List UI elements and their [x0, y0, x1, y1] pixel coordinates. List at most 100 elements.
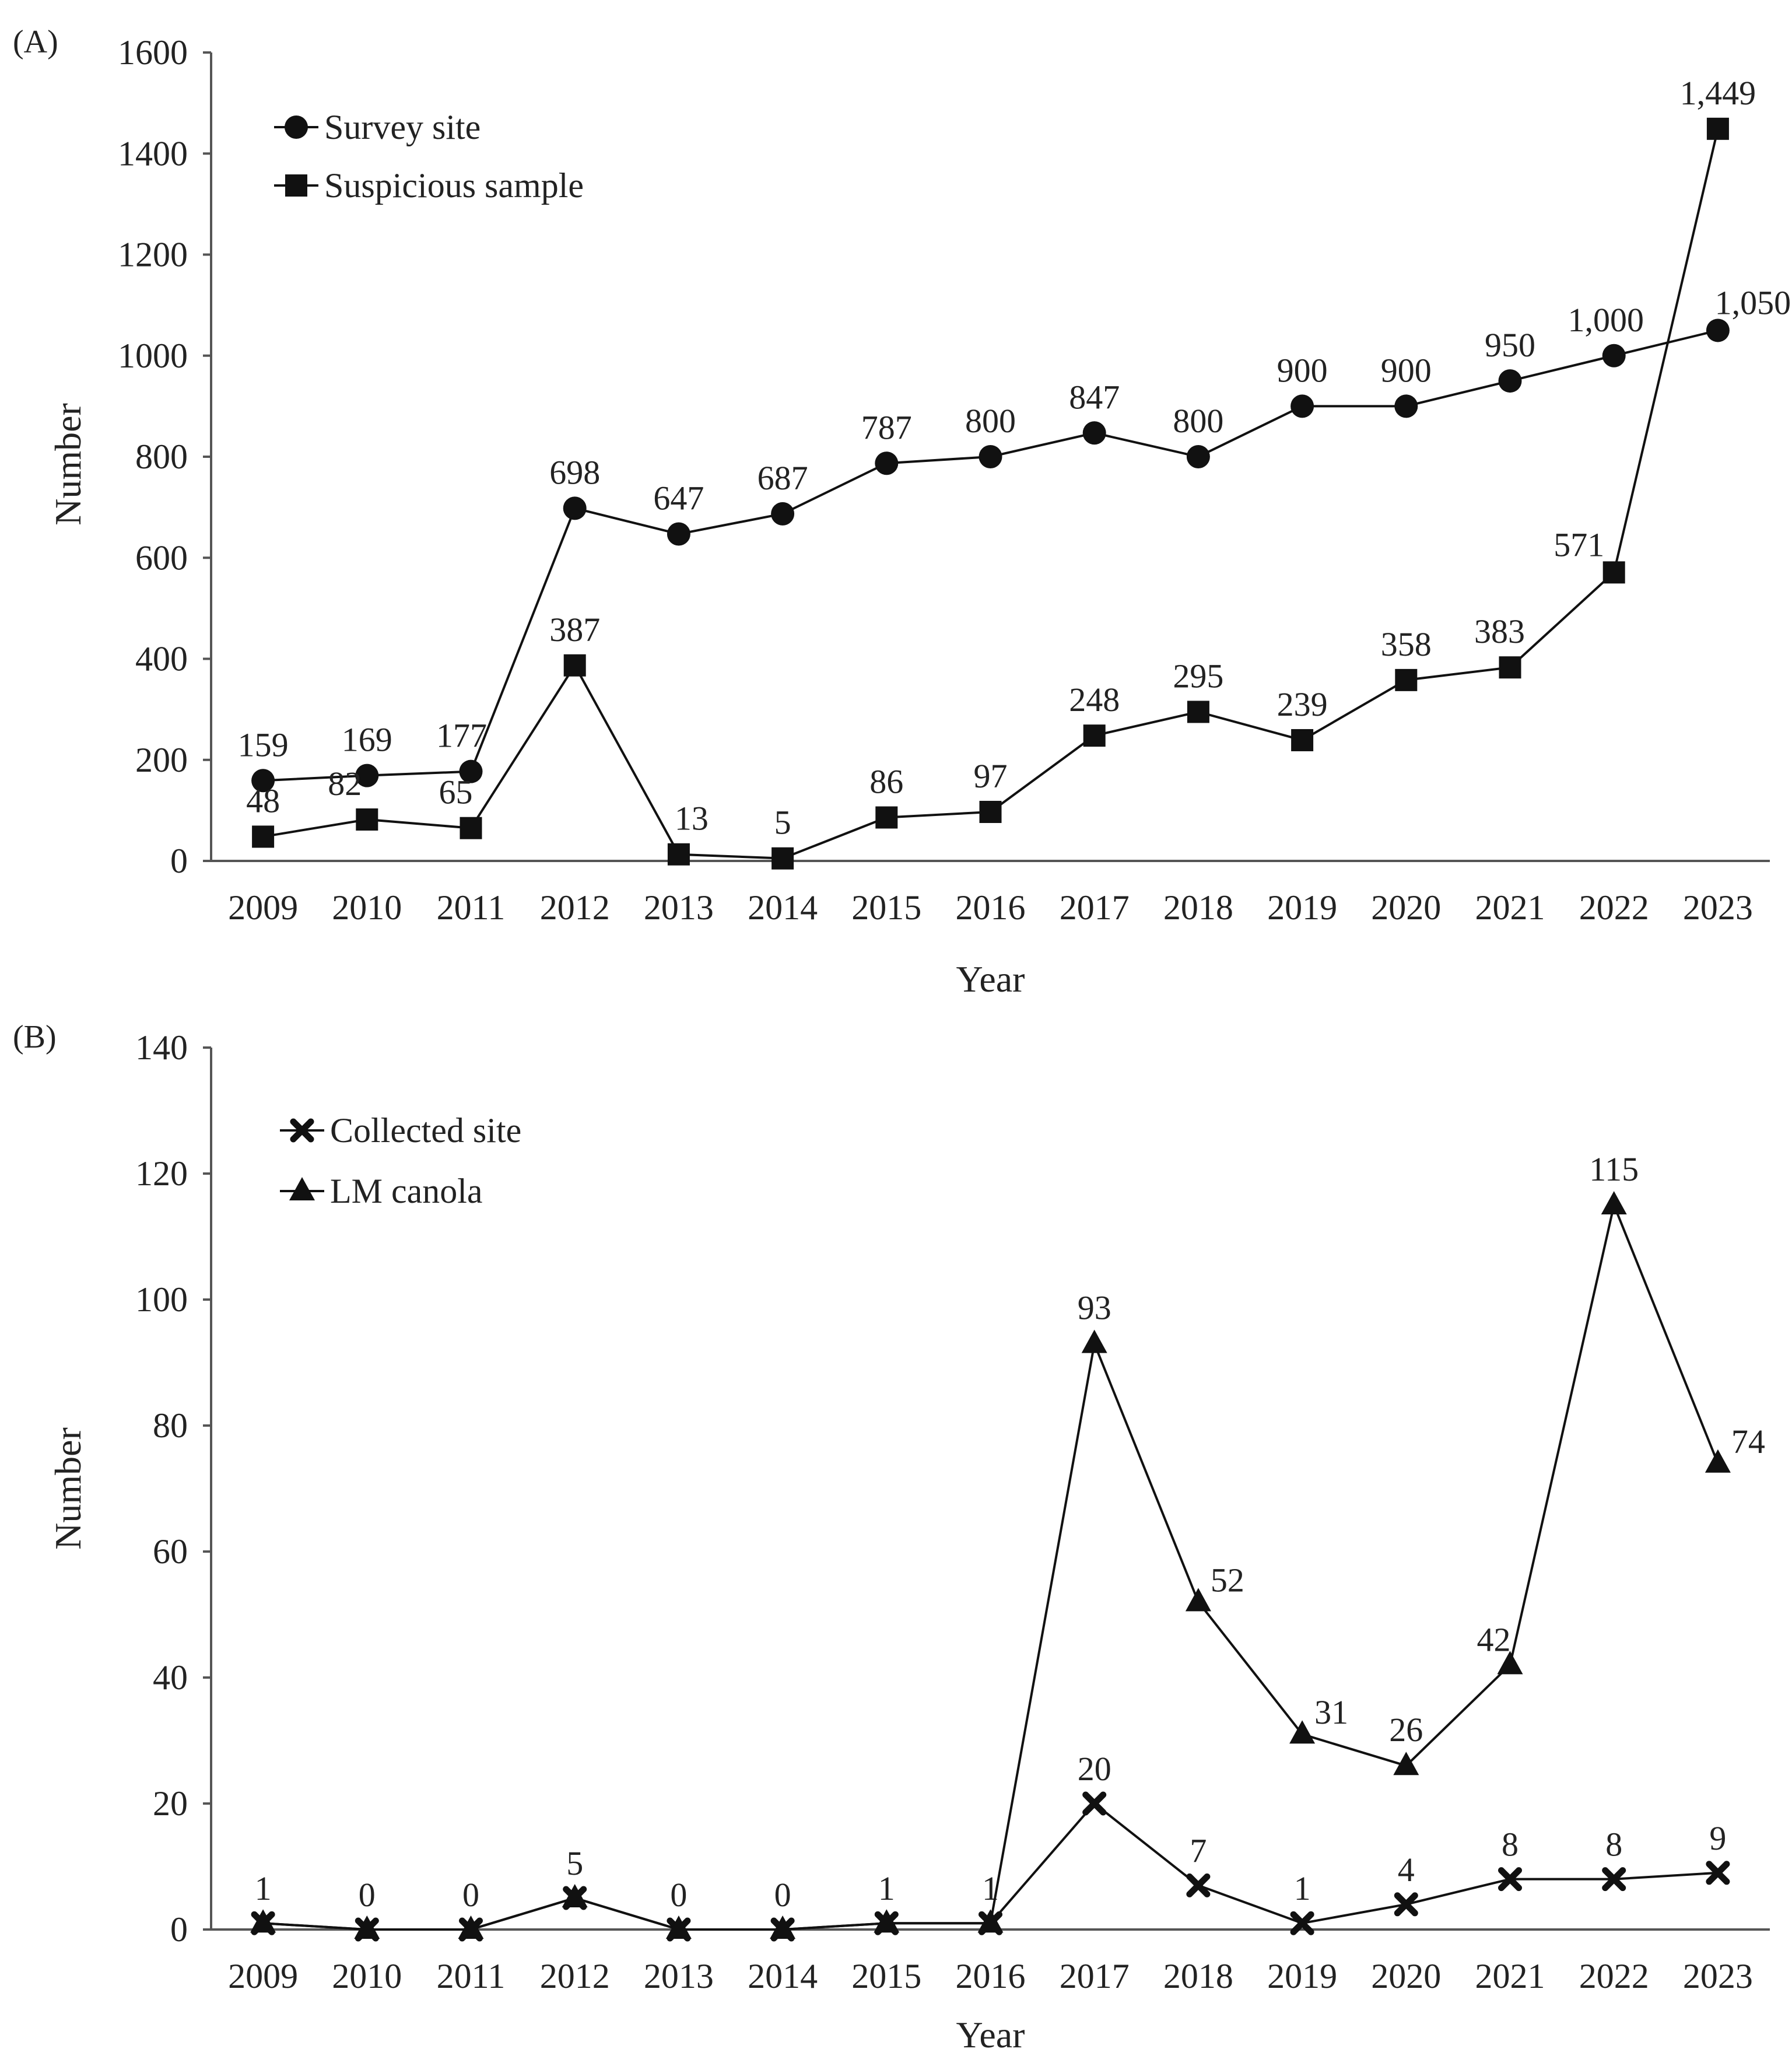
data-point [979, 800, 1002, 823]
y-axis-title: Number [47, 403, 89, 526]
y-tick-label: 1000 [118, 337, 188, 375]
legend-item: LM canola [280, 1172, 483, 1210]
data-label: 387 [549, 611, 600, 649]
data-label: 787 [861, 408, 912, 446]
data-label: 42 [1477, 1620, 1511, 1658]
x-tick-label: 2019 [1267, 888, 1337, 927]
x-tick-label: 2014 [748, 888, 818, 927]
y-tick-label: 1200 [118, 236, 188, 274]
data-label: 97 [974, 757, 1008, 795]
y-tick-label: 600 [135, 538, 188, 577]
data-label: 82 [328, 765, 362, 803]
data-point [1082, 421, 1106, 445]
data-label: 900 [1381, 351, 1432, 389]
x-tick-label: 2009 [228, 1957, 298, 1995]
y-tick-label: 1400 [118, 134, 188, 173]
legend-item: Survey site [274, 108, 481, 146]
data-point [563, 654, 586, 677]
data-point [1602, 1867, 1626, 1892]
data-label: 9 [1709, 1819, 1726, 1857]
legend-label: Survey site [324, 108, 481, 146]
data-label: 8 [1502, 1826, 1519, 1864]
y-tick-label: 200 [135, 741, 188, 779]
data-point [1393, 1752, 1419, 1776]
data-point [1289, 1720, 1316, 1744]
data-label: 800 [965, 402, 1016, 440]
data-label: 1,050 [1715, 283, 1791, 321]
data-point [1082, 1791, 1107, 1816]
x-tick-label: 2014 [748, 1957, 818, 1995]
data-point [356, 808, 378, 831]
x-tick-label: 2016 [956, 888, 1026, 927]
legend-marker [285, 174, 307, 197]
x-tick-label: 2017 [1060, 888, 1130, 927]
x-tick-label: 2012 [540, 1957, 610, 1995]
data-label: 383 [1474, 612, 1525, 650]
data-label: 0 [670, 1876, 687, 1914]
data-label: 159 [238, 726, 289, 764]
data-point [977, 1909, 1004, 1933]
data-point [875, 451, 899, 475]
x-tick-label: 2017 [1060, 1957, 1130, 1995]
data-label: 169 [342, 721, 392, 759]
data-point [1498, 1867, 1522, 1892]
data-point [459, 759, 483, 783]
data-label: 65 [439, 773, 473, 811]
y-tick-label: 60 [153, 1532, 188, 1571]
x-tick-label: 2020 [1371, 888, 1441, 927]
data-point-stroke-b [1186, 1873, 1211, 1897]
x-axis-title: Year [956, 2014, 1025, 2056]
data-point [979, 445, 1002, 468]
data-point [252, 825, 275, 848]
x-tick-label: 2021 [1475, 888, 1545, 927]
data-point [1601, 1191, 1627, 1214]
x-tick-label: 2016 [956, 1957, 1026, 1995]
data-point-stroke-b [1498, 1867, 1522, 1892]
data-label: 177 [436, 717, 487, 755]
data-label: 1 [255, 1869, 272, 1907]
data-label: 7 [1190, 1832, 1207, 1869]
data-point-stroke-b [1602, 1867, 1626, 1892]
data-point [1394, 394, 1418, 418]
data-point [1290, 394, 1314, 418]
data-label: 687 [758, 459, 808, 497]
data-point [1498, 369, 1522, 393]
data-point [875, 806, 898, 829]
data-label: 647 [653, 479, 704, 517]
data-label: 0 [462, 1876, 479, 1914]
data-label: 1,000 [1567, 301, 1644, 339]
x-tick-label: 2012 [540, 888, 610, 927]
series-line [263, 329, 1719, 782]
data-label: 86 [869, 763, 903, 801]
data-label: 31 [1314, 1693, 1348, 1731]
data-label: 8 [1605, 1826, 1622, 1864]
panel-a-chart: (A) 0 200 400 600 800 1000 1200 1400 1600 2009 2010… [13, 24, 1791, 1000]
data-point [771, 502, 795, 526]
data-label: 0 [359, 1876, 376, 1914]
y-tick-label: 1600 [118, 33, 188, 72]
data-point [354, 1916, 380, 1939]
data-point [1083, 724, 1106, 747]
data-label: 1 [878, 1869, 895, 1907]
data-point [1706, 1861, 1730, 1885]
y-tick-label: 0 [170, 1910, 188, 1949]
data-label: 1,449 [1680, 74, 1756, 112]
data-point [1602, 561, 1625, 584]
x-axis-title: Year [956, 958, 1025, 1000]
legend-marker [285, 115, 308, 139]
legend-label: Suspicious sample [324, 166, 584, 205]
data-label: 26 [1389, 1711, 1423, 1749]
legend-marker-stroke-b [290, 1118, 314, 1143]
data-label: 248 [1069, 681, 1120, 719]
data-label: 74 [1731, 1423, 1765, 1461]
x-tick-label: 2015 [851, 888, 921, 927]
x-tick-label: 2023 [1683, 888, 1753, 927]
data-point-stroke-b [1082, 1791, 1107, 1816]
x-tick-label: 2021 [1475, 1957, 1545, 1995]
x-tick-label: 2013 [644, 1957, 714, 1995]
data-point [355, 764, 379, 787]
panel-label: (B) [13, 1019, 57, 1055]
data-label: 115 [1589, 1150, 1639, 1188]
legend-marker [290, 1118, 314, 1143]
